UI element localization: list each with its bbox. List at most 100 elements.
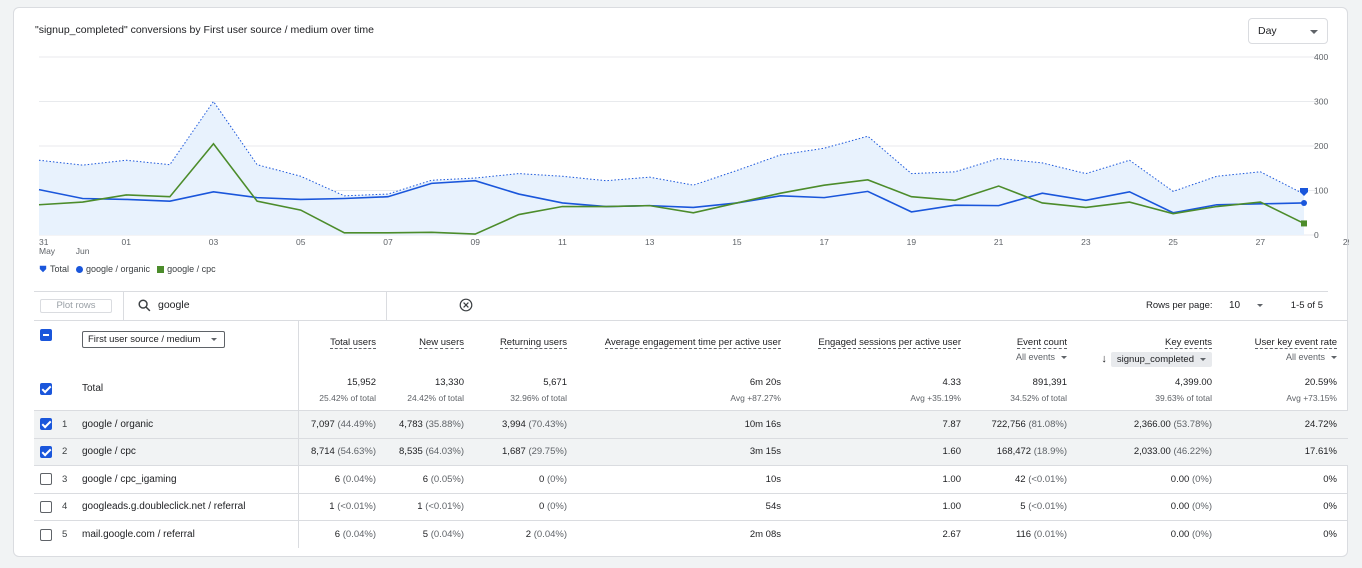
total-cell: 20.59% Avg +73.15% — [1286, 376, 1337, 403]
row-cell: 2m 08s — [578, 520, 792, 548]
row-cell: 8,714 (54.63%) — [298, 437, 387, 466]
row-index: 3 — [62, 465, 82, 493]
row-checkbox[interactable] — [40, 500, 52, 513]
legend-label: google / cpc — [167, 264, 216, 274]
col-user-key-event-rate[interactable]: User key event rate All events — [1223, 320, 1348, 369]
total-cell: 4.33 Avg +35.19% — [910, 376, 961, 403]
row-cell: 42 (<0.01%) — [972, 465, 1078, 493]
row-checkbox[interactable] — [40, 528, 52, 541]
row-cell: 168,472 (18.9%) — [972, 437, 1078, 466]
row-dimension: googleads.g.doubleclick.net / referral — [82, 492, 299, 521]
row-cell: 24.72% — [1223, 410, 1348, 438]
data-table: First user source / medium + Total users… — [34, 320, 1348, 548]
search-input[interactable] — [158, 299, 358, 311]
row-index: 5 — [62, 520, 82, 548]
legend-item-total[interactable]: Total — [39, 264, 69, 274]
x-tick-label: 13 — [645, 237, 655, 247]
total-cell: 891,391 34.52% of total — [1010, 376, 1067, 403]
row-cell: 116 (0.01%) — [972, 520, 1078, 548]
y-tick-label: 100 — [1314, 186, 1328, 196]
total-cell: 15,952 25.42% of total — [319, 376, 376, 403]
row-cell: 1,687 (29.75%) — [475, 437, 578, 466]
table-row[interactable]: 1 google / organic 7,097 (44.49%) 4,783 (35… — [34, 410, 1348, 438]
circle-icon — [76, 265, 84, 273]
legend-label: Total — [50, 264, 70, 274]
row-cell: 7,097 (44.49%) — [298, 410, 387, 438]
row-dimension: google / cpc — [82, 437, 299, 466]
legend-item-google-organic[interactable]: google / organic — [76, 264, 150, 274]
legend-item-google-cpc[interactable]: google / cpc — [157, 264, 216, 274]
total-area — [39, 101, 1304, 235]
table-row[interactable]: 4 googleads.g.doubleclick.net / referral 1… — [34, 492, 1348, 521]
row-cell: 0.00 (0%) — [1078, 520, 1223, 548]
table-row[interactable]: 5 mail.google.com / referral 6 (0.04%) 5 (0… — [34, 520, 1348, 548]
x-tick-label: 07 — [383, 237, 393, 247]
event-filter-select[interactable]: All events — [972, 352, 1067, 362]
search-icon — [138, 299, 151, 312]
col-event-count[interactable]: Event count All events — [972, 320, 1078, 369]
col-new-users[interactable]: New users — [387, 320, 475, 369]
col-engaged-sessions[interactable]: Engaged sessions per active user — [792, 320, 972, 369]
row-cell: 1.00 — [792, 465, 972, 493]
rows-per-page-label: Rows per page: — [1146, 300, 1213, 311]
chart-title: "signup_completed" conversions by First … — [35, 24, 374, 36]
col-key-events[interactable]: Key events ↓ signup_completed — [1078, 320, 1223, 369]
plot-rows-button[interactable]: Plot rows — [40, 299, 112, 313]
totals-row: Total 15,952 25.42% of total 13,330 24.42%… — [34, 368, 1348, 411]
row-cell: 0% — [1223, 492, 1348, 521]
chevron-down-icon — [1061, 356, 1067, 360]
chevron-down-icon — [1200, 357, 1206, 361]
x-tick-label: 17 — [819, 237, 829, 247]
col-avg-engagement[interactable]: Average engagement time per active user — [578, 320, 792, 369]
map-pin-icon — [39, 265, 47, 273]
x-tick-label: 11 — [558, 237, 567, 247]
col-total-users[interactable]: Total users — [298, 320, 387, 369]
rows-per-page-select[interactable]: 10 — [1229, 300, 1269, 311]
key-event-select[interactable]: signup_completed — [1110, 352, 1212, 367]
row-index: 2 — [62, 437, 82, 466]
row-cell: 6 (0.04%) — [298, 465, 387, 493]
search-box — [123, 292, 473, 320]
series-line-0 — [38, 100, 1305, 197]
totals-checkbox[interactable] — [40, 382, 52, 395]
x-tick-label: 19 — [907, 237, 917, 247]
sort-arrow-down-icon[interactable]: ↓ — [1101, 353, 1107, 365]
x-tick-sublabel: May — [39, 246, 56, 256]
clear-search-icon[interactable] — [459, 298, 473, 312]
x-tick-label: 31 — [39, 237, 49, 247]
table-row[interactable]: 3 google / cpc_igaming 6 (0.04%) 6 (0.05%) 0… — [34, 465, 1348, 493]
row-checkbox[interactable] — [40, 418, 52, 431]
granularity-select[interactable]: Day — [1248, 18, 1328, 44]
row-cell: 10s — [578, 465, 792, 493]
rate-filter-select[interactable]: All events — [1223, 352, 1337, 362]
row-checkbox[interactable] — [40, 473, 52, 486]
row-cell: 1 (<0.01%) — [387, 492, 475, 521]
cpc-end-marker — [1301, 220, 1307, 227]
row-cell: 3,994 (70.43%) — [475, 410, 578, 438]
x-tick-label: 23 — [1081, 237, 1091, 247]
row-cell: 0% — [1223, 520, 1348, 548]
row-cell: 5 (<0.01%) — [972, 492, 1078, 521]
row-index: 4 — [62, 492, 82, 521]
row-cell: 10m 16s — [578, 410, 792, 438]
row-cell: 2 (0.04%) — [475, 520, 578, 548]
dimension-select[interactable]: First user source / medium — [82, 331, 226, 348]
col-returning-users[interactable]: Returning users — [475, 320, 578, 369]
table-row[interactable]: 2 google / cpc 8,714 (54.63%) 8,535 (64.03%… — [34, 437, 1348, 466]
select-all-checkbox[interactable] — [40, 329, 52, 341]
row-cell: 1.60 — [792, 437, 972, 466]
y-tick-label: 200 — [1314, 141, 1328, 151]
totals-label: Total — [82, 368, 299, 411]
row-cell: 4,783 (35.88%) — [387, 410, 475, 438]
row-checkbox[interactable] — [40, 445, 52, 458]
total-cell: 13,330 24.42% of total — [407, 376, 464, 403]
chevron-down-icon — [211, 338, 218, 341]
organic-end-marker — [1301, 199, 1307, 206]
row-dimension: google / cpc_igaming — [82, 465, 299, 493]
header-checkbox-cell — [34, 320, 62, 369]
x-tick-label: 05 — [296, 237, 306, 247]
row-cell: 0 (0%) — [475, 492, 578, 521]
x-tick-label: 01 — [122, 237, 132, 247]
row-cell: 2,033.00 (46.22%) — [1078, 437, 1223, 466]
x-tick-label: 27 — [1256, 237, 1266, 247]
